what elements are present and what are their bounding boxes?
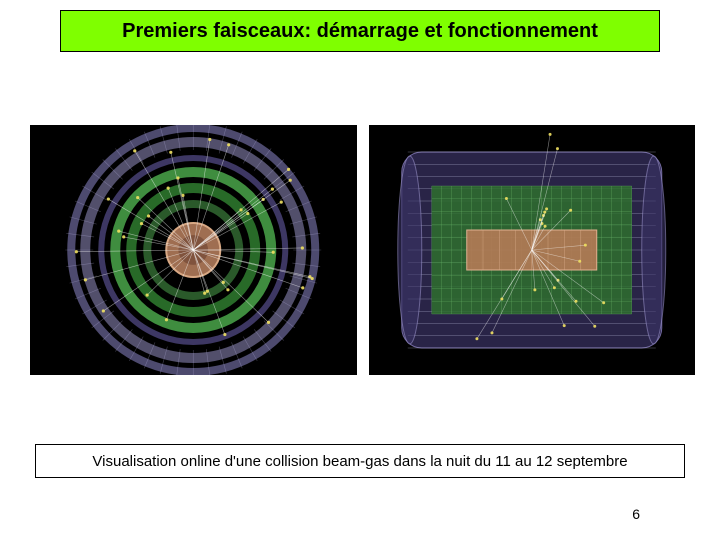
title-bar: Premiers faisceaux: démarrage et fonctio… — [60, 10, 660, 52]
endcap-svg — [30, 125, 357, 375]
caption-text: Visualisation online d'une collision bea… — [92, 453, 627, 470]
detector-endcap-panel — [30, 125, 357, 375]
page-number: 6 — [632, 506, 640, 522]
visualization-row — [30, 125, 695, 375]
page-title: Premiers faisceaux: démarrage et fonctio… — [122, 20, 598, 43]
side-svg — [369, 125, 696, 375]
caption-bar: Visualisation online d'une collision bea… — [35, 444, 685, 478]
detector-side-panel — [369, 125, 696, 375]
